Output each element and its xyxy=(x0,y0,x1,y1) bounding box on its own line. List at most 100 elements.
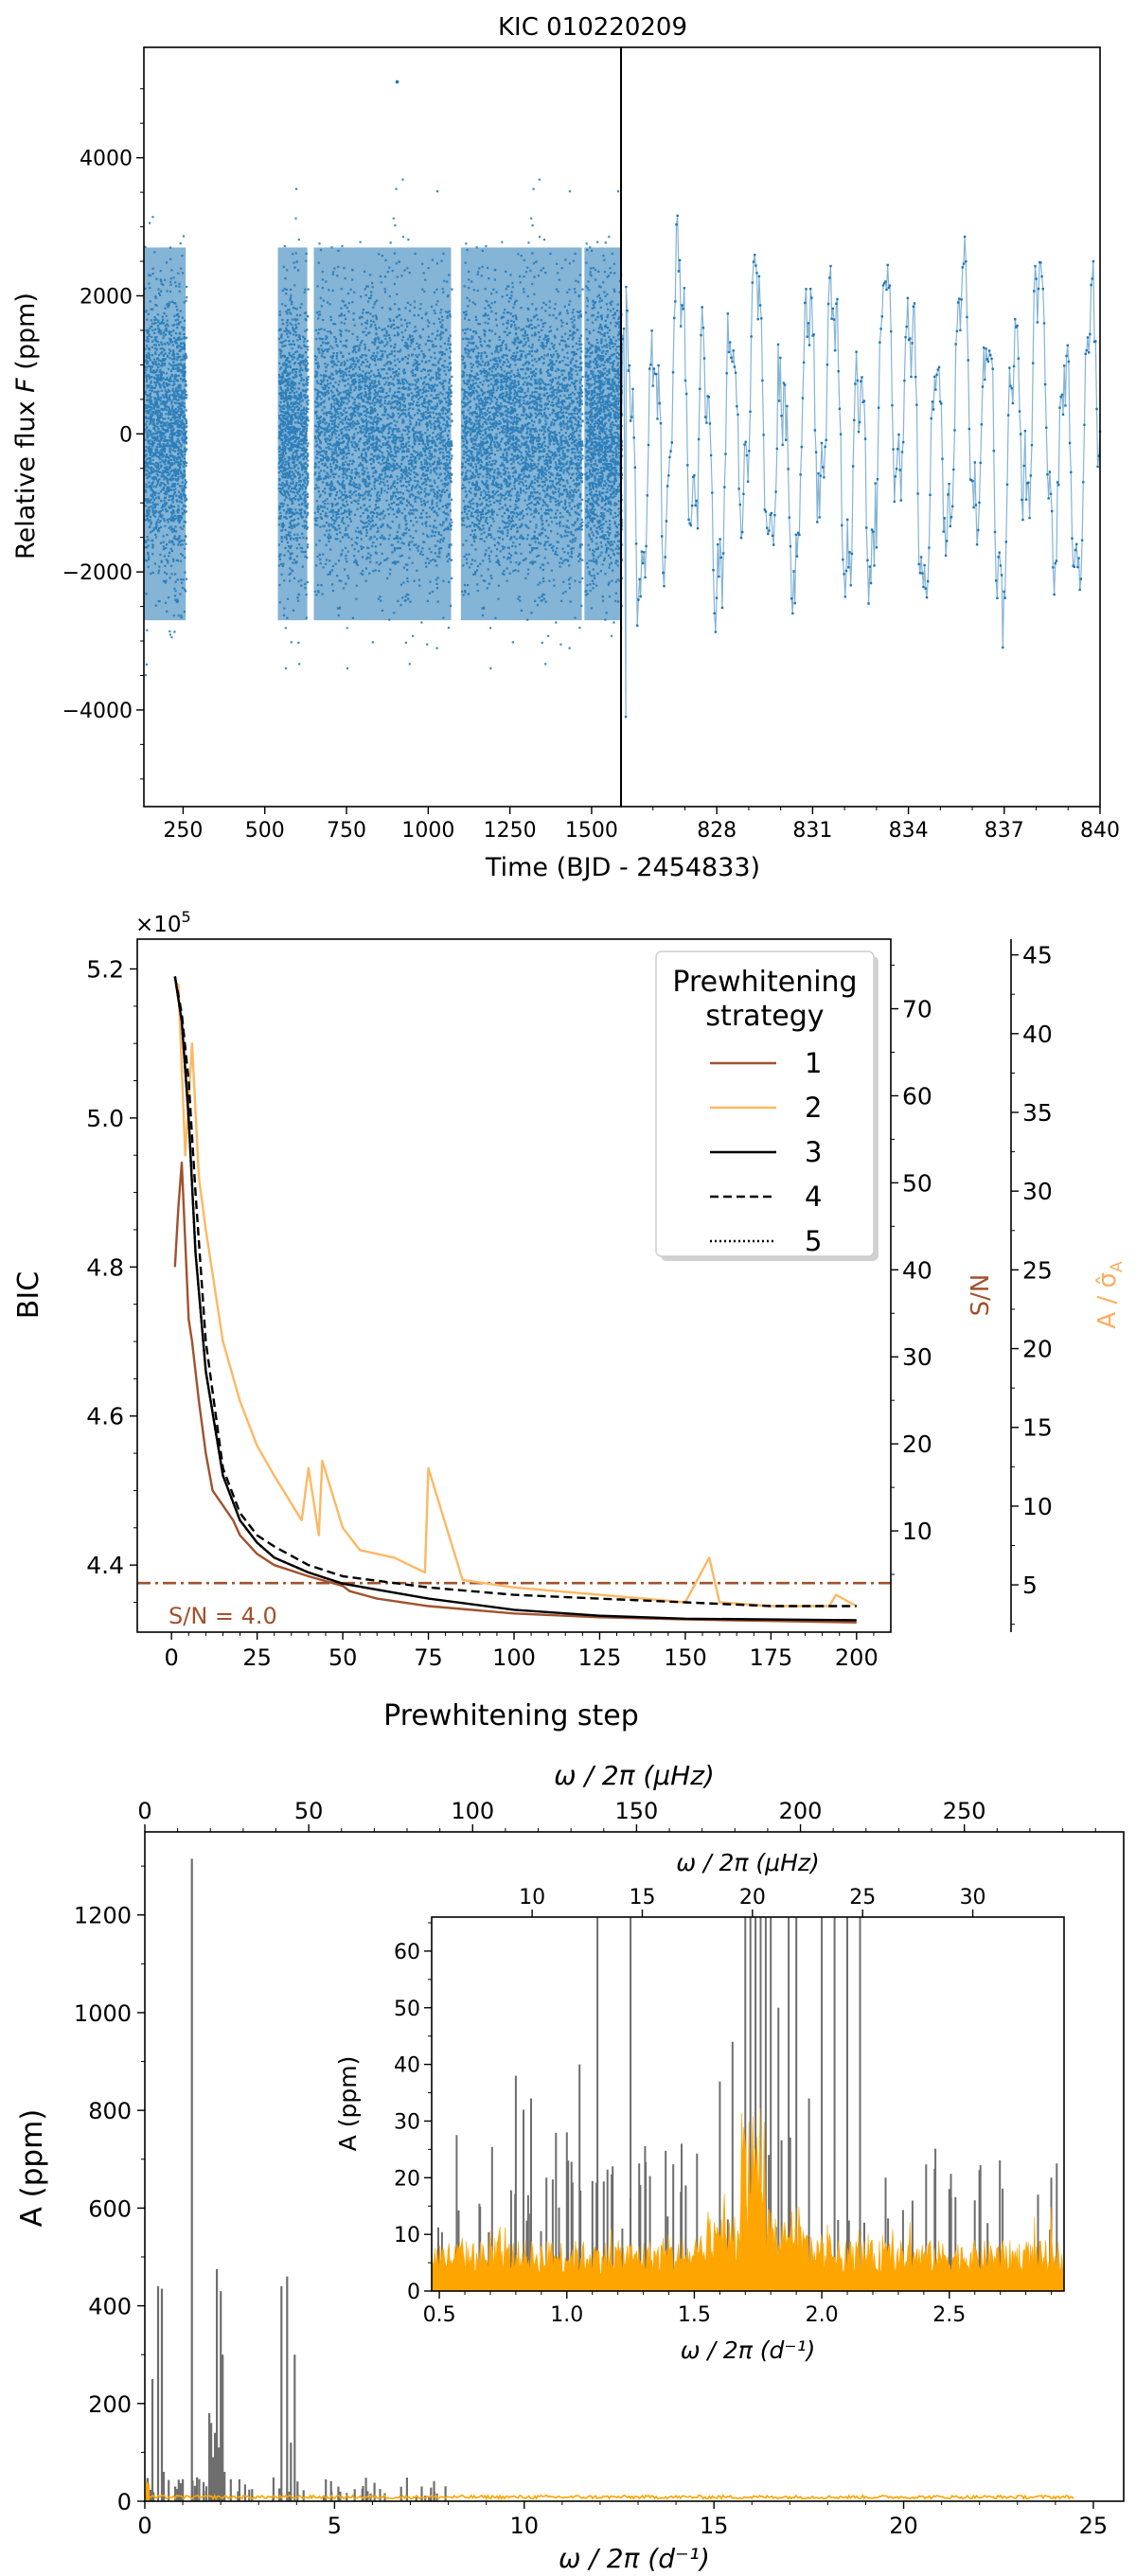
spectrum-inset: 0 10 20 30 40 50 60 0.5 1.0 1.5 2.0 2.5 10 15 20 25 30… xyxy=(334,1849,1065,2364)
spectrum-x-tick-label: 0 xyxy=(137,2513,151,2539)
spectrum-x-tick-label: 20 xyxy=(889,2513,918,2539)
bic-y-tick-label: 5.0 xyxy=(86,1105,124,1132)
lightcurve-left-x-tick-label: 500 xyxy=(245,819,285,843)
bic-legend-entries: 1 2 3 4 5 xyxy=(710,1047,822,1257)
inset-residual-area xyxy=(431,2107,1065,2292)
spectrum-xlabel-top: ω / 2π (μHz) xyxy=(554,1760,715,1791)
bic-sn-tick-label: 50 xyxy=(902,1169,932,1197)
bic-x-tick-label: 0 xyxy=(165,1644,179,1671)
bic-series-line-3 xyxy=(173,976,857,1622)
lightcurve-left-x-tick-label: 1250 xyxy=(484,819,537,843)
inset-y-tick-label: 0 xyxy=(407,2281,420,2304)
bic-series-lines xyxy=(173,976,858,1624)
lightcurve-panel: KIC 010220209 4000 2000 0 −2000 −4000 250 500… xyxy=(11,13,1120,882)
lightcurve-left-x-tick-label: 750 xyxy=(327,819,366,843)
bic-legend-label: 1 xyxy=(805,1047,822,1079)
spectrum-x-tick-label: 5 xyxy=(328,2513,342,2539)
lightcurve-left-x-tick-label: 1500 xyxy=(565,819,618,843)
bic-amp-tick-label: 15 xyxy=(1022,1414,1053,1442)
spectrum-y-tick-label: 200 xyxy=(88,2391,132,2418)
lightcurve-y-tick-label: −4000 xyxy=(62,700,133,723)
bic-sn-tick-label: 70 xyxy=(902,996,932,1023)
bic-amp-axis-ticks: 5 10 15 20 25 30 35 40 45 xyxy=(1011,942,1053,1626)
lightcurve-title: KIC 010220209 xyxy=(498,13,687,42)
bic-amp-label-main: A / σ̂ xyxy=(1093,1272,1122,1329)
bic-sn-tick-label: 20 xyxy=(902,1430,932,1458)
bic-threshold-label: S/N = 4.0 xyxy=(169,1603,277,1629)
bic-amp-label-sub: A xyxy=(1108,1261,1127,1272)
bic-y-tick-label: 4.8 xyxy=(86,1253,124,1281)
spectrum-inset-frame xyxy=(431,1916,1065,2292)
inset-x-tick-label: 2.5 xyxy=(932,2303,966,2327)
bic-legend-box xyxy=(655,950,875,1257)
inset-top-x-tick-label: 25 xyxy=(849,1886,876,1910)
spectrum-top-x-tick-label: 100 xyxy=(451,1798,494,1824)
lightcurve-right-line xyxy=(621,215,1101,718)
inset-y-tick-label: 60 xyxy=(394,1941,420,1964)
bic-xlabel: Prewhitening step xyxy=(383,1699,639,1732)
lightcurve-ylabel: Relative flux F (ppm) xyxy=(11,293,41,560)
bic-ylabel: BIC xyxy=(12,1271,45,1319)
bic-legend-label: 4 xyxy=(805,1181,822,1213)
lightcurve-segment-core xyxy=(460,247,582,621)
spectrum-frame xyxy=(144,1831,1125,2502)
lightcurve-right-x-tick-label: 840 xyxy=(1080,819,1120,843)
lightcurve-left-x-ticks: 250 500 750 1000 1250 1500 xyxy=(163,807,618,843)
inset-xlabel: ω / 2π (d⁻¹) xyxy=(681,2336,816,2364)
bic-amp-tick-label: 20 xyxy=(1022,1336,1053,1363)
spectrum-y-tick-label: 600 xyxy=(88,2195,132,2222)
inset-top-x-tick-label: 10 xyxy=(519,1886,545,1910)
spectrum-y-tick-label: 1200 xyxy=(74,1903,132,1929)
spectrum-y-tick-label: 400 xyxy=(88,2294,132,2320)
bic-legend-label: 5 xyxy=(805,1225,822,1257)
lightcurve-segment-core xyxy=(313,247,452,621)
inset-top-x-tick-label: 20 xyxy=(739,1886,766,1910)
lightcurve-ylabel-prefix: Relative flux xyxy=(11,393,41,560)
lightcurve-right-x-tick-label: 837 xyxy=(985,819,1024,843)
spectrum-top-x-tick-label: 150 xyxy=(615,1798,659,1824)
bic-amp-tick-label: 30 xyxy=(1022,1178,1053,1205)
inset-y-tick-label: 40 xyxy=(394,2054,420,2078)
bic-x-tick-label: 25 xyxy=(242,1644,272,1671)
bic-offset-text: ×105 xyxy=(135,908,191,937)
spectrum-x-tick-label: 10 xyxy=(510,2513,540,2539)
lightcurve-y-tick-label: 4000 xyxy=(80,148,133,171)
lightcurve-y-tick-label: −2000 xyxy=(62,561,133,585)
bic-legend: Prewhitening strategy 1 2 3 4 5 xyxy=(655,950,879,1261)
bic-sn-tick-label: 60 xyxy=(902,1082,932,1110)
lightcurve-right-x-tick-label: 834 xyxy=(889,819,929,843)
inset-xlabel-top: ω / 2π (μHz) xyxy=(676,1849,820,1876)
bic-series-line-4 xyxy=(173,976,857,1608)
bic-x-ticks: 0 25 50 75 100 125 150 175 200 xyxy=(165,1632,879,1671)
inset-x-tick-label: 1.0 xyxy=(550,2303,583,2327)
bic-x-tick-label: 150 xyxy=(664,1644,707,1671)
spectrum-top-x-tick-label: 50 xyxy=(294,1798,324,1824)
spectrum-x-tick-label: 15 xyxy=(700,2513,729,2539)
spectrum-x-tick-label: 25 xyxy=(1079,2513,1109,2539)
bic-series-line-1 xyxy=(173,1161,857,1624)
bic-offset-exponent: 5 xyxy=(182,908,191,926)
bic-x-tick-label: 100 xyxy=(492,1644,536,1671)
bic-legend-label: 3 xyxy=(805,1136,822,1168)
lightcurve-segment-core xyxy=(144,247,186,621)
spectrum-top-x-ticks: 0 50 100 150 200 250 xyxy=(137,1798,1096,1832)
spectrum-y-tick-label: 0 xyxy=(117,2489,132,2515)
spectrum-y-tick-label: 800 xyxy=(88,2098,132,2124)
bic-x-tick-label: 125 xyxy=(578,1644,622,1671)
bic-offset-base: ×10 xyxy=(135,913,182,937)
spectrum-y-ticks: 0 200 400 600 800 1000 1200 xyxy=(74,1865,145,2515)
spectrum-ylabel: A (ppm) xyxy=(15,2109,49,2228)
inset-x-ticks: 0.5 1.0 1.5 2.0 2.5 xyxy=(423,2291,1053,2327)
bic-y-tick-label: 4.6 xyxy=(86,1403,124,1430)
bic-amp-tick-label: 40 xyxy=(1022,1021,1053,1048)
inset-y-tick-label: 50 xyxy=(394,1998,420,2021)
inset-top-x-ticks: 10 15 20 25 30 xyxy=(519,1886,986,1917)
lightcurve-right-points xyxy=(620,214,1102,719)
lightcurve-left-x-tick-label: 1000 xyxy=(401,819,454,843)
bic-legend-title-line1: Prewhitening xyxy=(672,966,857,999)
bic-amp-tick-label: 10 xyxy=(1022,1493,1053,1520)
lightcurve-y-tick-label: 0 xyxy=(119,423,133,447)
bic-amp-tick-label: 5 xyxy=(1022,1572,1038,1599)
lightcurve-y-ticks: 4000 2000 0 −2000 −4000 xyxy=(62,88,144,780)
